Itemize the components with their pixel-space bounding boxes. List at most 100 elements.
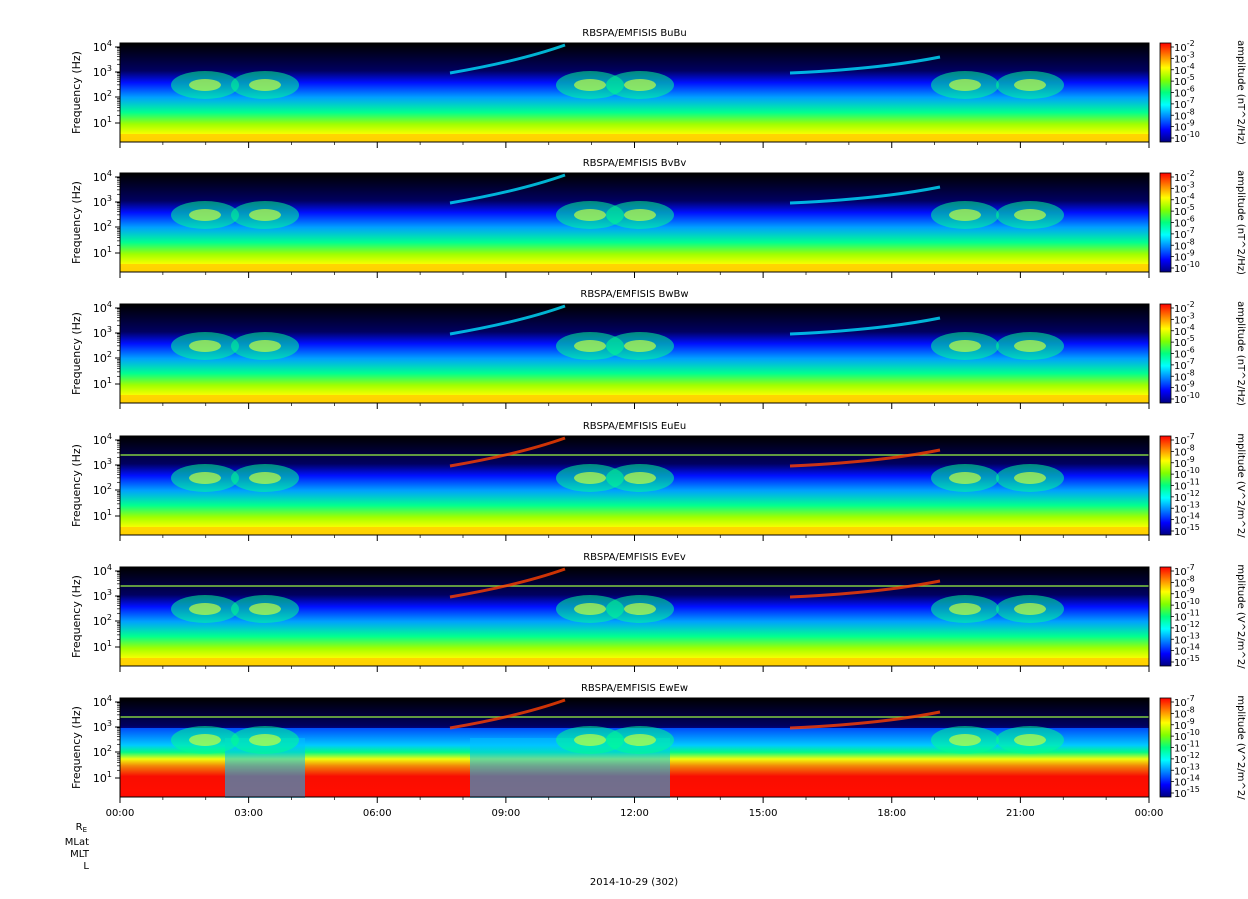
y-tick-label: 104 bbox=[93, 169, 112, 184]
panel-title: RBSPA/EMFISIS BwBw bbox=[580, 289, 688, 300]
colorbar-tick-label: 10-14 bbox=[1174, 512, 1200, 527]
spectrogram-features bbox=[120, 567, 1149, 666]
colorbar-tick-label: 10-13 bbox=[1174, 500, 1200, 515]
colorbar-tick-label: 10-10 bbox=[1174, 728, 1200, 743]
colorbar: 10-210-310-410-510-610-710-810-910-10 amp… bbox=[1159, 169, 1246, 275]
colorbar-tick-label: 10-5 bbox=[1174, 203, 1195, 218]
y-tick-label: 101 bbox=[93, 508, 112, 523]
colorbar-label: amplitude (nT^2/Hz) bbox=[1235, 170, 1246, 275]
y-tick-label: 102 bbox=[93, 744, 112, 759]
spectrogram-panel-5: RBSPA/EMFISIS EvEv 101 102 103 104 Frequency … bbox=[70, 552, 1246, 672]
colorbar-tick-label: 10-8 bbox=[1174, 574, 1195, 589]
colorbar-tick-label: 10-11 bbox=[1174, 478, 1200, 493]
y-tick-label: 104 bbox=[93, 563, 112, 578]
colorbar-tick-label: 10-5 bbox=[1174, 334, 1195, 349]
colorbar-tick-label: 10-8 bbox=[1174, 443, 1195, 458]
colorbar-tick-label: 10-10 bbox=[1174, 466, 1200, 481]
panel-title: RBSPA/EMFISIS EuEu bbox=[583, 421, 686, 432]
x-tick-label: 00:00 bbox=[106, 808, 135, 819]
colorbar-tick-label: 10-8 bbox=[1174, 705, 1195, 720]
colorbar-tick-label: 10-11 bbox=[1174, 740, 1200, 755]
y-tick-label: 103 bbox=[93, 325, 112, 340]
y-tick-label: 103 bbox=[93, 64, 112, 79]
y-tick-label: 101 bbox=[93, 245, 112, 260]
colorbar-label: amplitude (nT^2/Hz) bbox=[1235, 40, 1246, 145]
orbit-label-l: L bbox=[83, 861, 89, 872]
y-tick-label: 101 bbox=[93, 115, 112, 130]
colorbar-tick-label: 10-15 bbox=[1174, 785, 1200, 800]
y-tick-label: 103 bbox=[93, 719, 112, 734]
y-tick-label: 104 bbox=[93, 300, 112, 315]
colorbar-tick-label: 10-3 bbox=[1174, 311, 1195, 326]
spectrogram-panel-6: RBSPA/EMFISIS EwEw 101 102 103 104 Frequency … bbox=[70, 683, 1246, 819]
colorbar-tick-label: 10-12 bbox=[1174, 751, 1200, 766]
orbit-label-mlt: MLT bbox=[70, 849, 90, 860]
y-tick-label: 104 bbox=[93, 39, 112, 54]
x-tick-label: 15:00 bbox=[749, 808, 778, 819]
y-axis-label: Frequency (Hz) bbox=[70, 444, 83, 527]
spectrogram-features bbox=[120, 43, 1149, 142]
y-tick-label: 104 bbox=[93, 694, 112, 709]
colorbar: 10-210-310-410-510-610-710-810-910-10 amp… bbox=[1159, 39, 1246, 145]
colorbar-tick-label: 10-11 bbox=[1174, 609, 1200, 624]
colorbar-tick-label: 10-2 bbox=[1174, 169, 1195, 184]
colorbar-tick-label: 10-8 bbox=[1174, 237, 1195, 252]
y-tick-label: 101 bbox=[93, 639, 112, 654]
spectrogram-features bbox=[120, 304, 1149, 403]
colorbar: 10-210-310-410-510-610-710-810-910-10 amp… bbox=[1159, 300, 1246, 406]
y-tick-label: 104 bbox=[93, 432, 112, 447]
colorbar-tick-label: 10-13 bbox=[1174, 631, 1200, 646]
orbit-label-re: RE bbox=[76, 822, 87, 834]
x-tick-label: 18:00 bbox=[877, 808, 906, 819]
colorbar-tick-label: 10-10 bbox=[1174, 260, 1200, 275]
colorbar-tick-label: 10-7 bbox=[1174, 694, 1195, 709]
panel-title: RBSPA/EMFISIS BuBu bbox=[582, 28, 686, 39]
spectrogram-panel-4: RBSPA/EMFISIS EuEu 101 102 103 104 Frequency … bbox=[70, 421, 1246, 541]
colorbar-tick-label: 10-6 bbox=[1174, 346, 1195, 361]
colorbar-tick-label: 10-10 bbox=[1174, 391, 1200, 406]
y-tick-label: 102 bbox=[93, 89, 112, 104]
colorbar-tick-label: 10-3 bbox=[1174, 180, 1195, 195]
x-tick-label: 06:00 bbox=[363, 808, 392, 819]
date-label: 2014-10-29 (302) bbox=[590, 877, 678, 888]
colorbar-tick-label: 10-14 bbox=[1174, 643, 1200, 658]
spectrogram-features bbox=[120, 698, 1149, 798]
colorbar: 10-710-810-910-1010-1110-1210-1310-1410-… bbox=[1159, 694, 1246, 800]
colorbar-tick-label: 10-6 bbox=[1174, 215, 1195, 230]
colorbar: 10-710-810-910-1010-1110-1210-1310-1410-… bbox=[1159, 563, 1246, 669]
y-tick-label: 101 bbox=[93, 376, 112, 391]
colorbar-tick-label: 10-14 bbox=[1174, 774, 1200, 789]
colorbar-tick-label: 10-4 bbox=[1174, 323, 1195, 338]
colorbar-tick-label: 10-2 bbox=[1174, 39, 1195, 54]
colorbar-tick-label: 10-4 bbox=[1174, 62, 1195, 77]
y-axis-label: Frequency (Hz) bbox=[70, 312, 83, 395]
colorbar-tick-label: 10-9 bbox=[1174, 249, 1195, 264]
colorbar-tick-label: 10-15 bbox=[1174, 523, 1200, 538]
colorbar-tick-label: 10-7 bbox=[1174, 96, 1195, 111]
colorbar-tick-label: 10-9 bbox=[1174, 119, 1195, 134]
colorbar-tick-label: 10-15 bbox=[1174, 654, 1200, 669]
spectrogram-features bbox=[120, 173, 1149, 272]
x-tick-label: 12:00 bbox=[620, 808, 649, 819]
y-tick-label: 102 bbox=[93, 482, 112, 497]
colorbar-tick-label: 10-10 bbox=[1174, 597, 1200, 612]
colorbar-label: mplitude (V^2/m^2/ bbox=[1235, 433, 1246, 538]
y-tick-label: 102 bbox=[93, 350, 112, 365]
colorbar-tick-label: 10-9 bbox=[1174, 380, 1195, 395]
y-axis-label: Frequency (Hz) bbox=[70, 706, 83, 789]
colorbar-tick-label: 10-7 bbox=[1174, 563, 1195, 578]
colorbar-tick-label: 10-3 bbox=[1174, 50, 1195, 65]
colorbar-tick-label: 10-6 bbox=[1174, 85, 1195, 100]
y-tick-label: 102 bbox=[93, 613, 112, 628]
colorbar-tick-label: 10-8 bbox=[1174, 107, 1195, 122]
colorbar-tick-label: 10-12 bbox=[1174, 489, 1200, 504]
colorbar-tick-label: 10-5 bbox=[1174, 73, 1195, 88]
spectrogram-panel-3: RBSPA/EMFISIS BwBw 101 102 103 104 Frequency … bbox=[70, 289, 1246, 409]
y-tick-label: 101 bbox=[93, 770, 112, 785]
colorbar-tick-label: 10-9 bbox=[1174, 717, 1195, 732]
panel-title: RBSPA/EMFISIS BvBv bbox=[583, 158, 687, 169]
colorbar-label: amplitude (nT^2/Hz) bbox=[1235, 301, 1246, 406]
y-axis-label: Frequency (Hz) bbox=[70, 575, 83, 658]
colorbar-tick-label: 10-13 bbox=[1174, 762, 1200, 777]
